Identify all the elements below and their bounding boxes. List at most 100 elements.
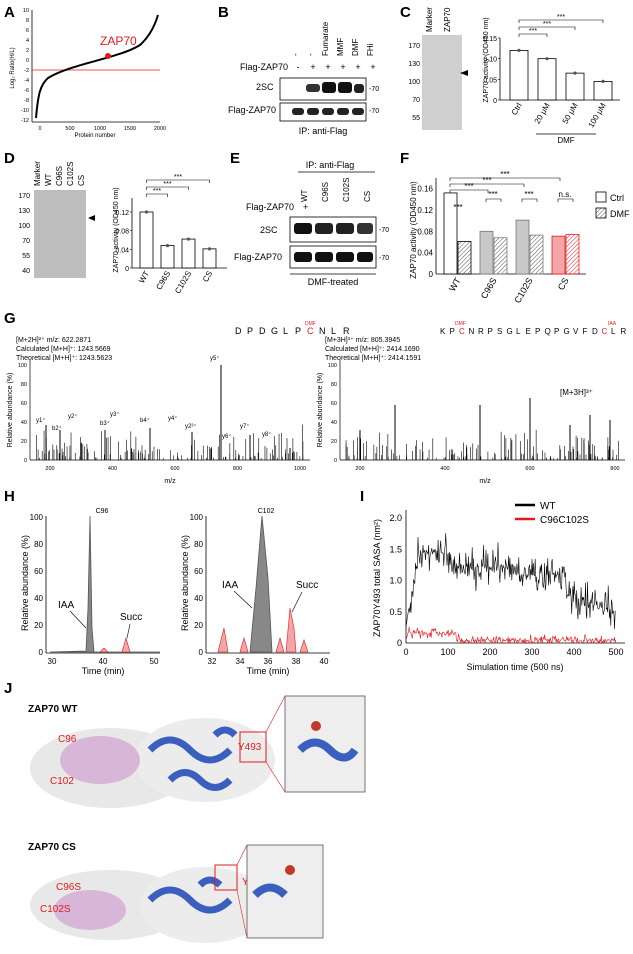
- category-label: CS: [556, 276, 571, 292]
- sequence-residue: C: [602, 327, 608, 336]
- lane-sign: +: [325, 62, 330, 72]
- sig-bracket: [521, 198, 538, 202]
- sequence-residue: D: [259, 326, 266, 336]
- bar-ctrl: [551, 235, 566, 275]
- panel-e-flag-row: Flag-ZAP70: [246, 202, 294, 212]
- ytick-label: 0: [24, 458, 27, 464]
- ytick-label: 2.0: [389, 513, 402, 523]
- ytick-label: 0.12: [115, 210, 129, 217]
- ytick-label: 0.08: [417, 227, 433, 236]
- bar-dmf: [493, 237, 508, 275]
- svg-text:Simulation time (500 ns): Simulation time (500 ns): [466, 662, 563, 672]
- svg-text:+: +: [303, 202, 308, 212]
- svg-text:-70: -70: [369, 86, 379, 93]
- ytick-label: 0.5: [389, 607, 402, 617]
- svg-text:C96: C96: [96, 508, 109, 515]
- data-point: [517, 48, 521, 53]
- ytick-label: 100: [30, 513, 44, 522]
- bar: [509, 50, 529, 101]
- lane-sign: +: [355, 62, 360, 72]
- peak-label: y4⁺: [168, 415, 178, 422]
- panel-e-footer: DMF-treated: [308, 277, 359, 287]
- panel-h: C96 0 20 40 60 80 100 30 40 50 IAA Succ Relative…: [0, 488, 360, 678]
- svg-text:Succ: Succ: [120, 612, 142, 623]
- xtick-label: 50: [150, 657, 159, 666]
- lane-sign: +: [340, 62, 345, 72]
- zap70-point: [105, 53, 111, 59]
- ytick-label: 10: [23, 8, 29, 14]
- lane-sign: +: [370, 62, 375, 72]
- xtick-label: 0: [403, 647, 408, 657]
- ytick-label: 0: [429, 270, 434, 279]
- svg-text:IAA: IAA: [58, 600, 74, 611]
- ytick-label: -8: [24, 98, 29, 104]
- sequence-residue: L: [516, 327, 521, 336]
- sig-bracket: [146, 193, 168, 197]
- ytick-label: 40: [331, 420, 337, 426]
- data-point: [601, 79, 605, 83]
- panel-label-g: G: [4, 310, 16, 327]
- panel-b-ip: IP: anti-Flag: [299, 126, 348, 136]
- data-point: [545, 57, 549, 61]
- category-label: C102S: [173, 270, 193, 296]
- gel-label: C102S: [66, 162, 75, 186]
- lane-sign: -: [297, 62, 300, 72]
- peak-label: b4⁺: [140, 417, 150, 424]
- sig-bracket: [449, 183, 525, 187]
- sig-bracket: [518, 19, 604, 23]
- ytick-label: 0.05: [483, 77, 497, 84]
- gel-label: ZAP70: [443, 7, 452, 32]
- xtick-label: 200: [355, 466, 364, 472]
- sequence-residue: N: [319, 326, 326, 336]
- sequence-residue: R: [478, 327, 484, 336]
- bar: [593, 81, 613, 101]
- ytick-label: 0.08: [115, 229, 129, 236]
- sequence-residue: P: [450, 327, 455, 336]
- ytick-label: 60: [331, 401, 337, 407]
- sequence-residue: G: [271, 326, 278, 336]
- sig-label: ***: [543, 21, 551, 28]
- panel-a: ZAP70 10 8 6 4 2 0 -2 -4 -6 -8 -10 -12 0 500 1000 1500…: [0, 0, 215, 145]
- peak-label: y1⁺: [36, 417, 46, 424]
- gel-label: Marker: [33, 161, 42, 186]
- svg-text:[M+3H]³⁺ m/z: 805.3945: [M+3H]³⁺ m/z: 805.3945: [325, 337, 400, 344]
- peak-label: y2⁺: [68, 413, 78, 420]
- data-point: [165, 244, 170, 248]
- xtick-label: 600: [525, 466, 534, 472]
- bar: [565, 72, 585, 101]
- sequence-residue: Q: [545, 327, 551, 336]
- precursor-label: [M+3H]³⁺: [560, 388, 593, 397]
- svg-text:Calculated [M+H]⁺: 1243.5669: Calculated [M+H]⁺: 1243.5669: [16, 346, 111, 353]
- ytick-label: 8: [26, 18, 29, 24]
- bar: [202, 248, 217, 269]
- lane-label: -: [306, 53, 315, 56]
- sig-label: ***: [500, 170, 509, 179]
- lane-label: CS: [363, 191, 372, 202]
- svg-text:ZAP70Y493 total SASA (nm²): ZAP70Y493 total SASA (nm²): [372, 519, 382, 637]
- sig-label: ***: [174, 174, 182, 181]
- panel-b-flag-row: Flag-ZAP70: [240, 62, 288, 72]
- xtick-label: 30: [48, 657, 57, 666]
- ytick-label: 40: [21, 420, 27, 426]
- sig-label: ***: [488, 190, 497, 199]
- svg-text:Relative abundance (%): Relative abundance (%): [7, 373, 14, 448]
- ytick-label: 6: [26, 28, 29, 34]
- ytick-label: 20: [21, 439, 27, 445]
- panel-label-f: F: [400, 150, 410, 167]
- xtick-label: 1000: [94, 126, 106, 132]
- ytick-label: 0: [397, 638, 402, 648]
- svg-text:IAA: IAA: [222, 580, 238, 591]
- lane-label: -: [291, 53, 300, 56]
- category-label: WT: [137, 269, 151, 284]
- mutant-trace: [405, 626, 617, 645]
- panel-j: ZAP70 WT C96 C102 Y493 ZAP70 CS C96S C10…: [0, 680, 633, 954]
- ytick-label: 100: [328, 363, 337, 369]
- svg-text:Time (min): Time (min): [82, 666, 125, 676]
- bar: [139, 211, 154, 269]
- panel-b-blot2-label: Flag-ZAP70: [228, 105, 276, 115]
- ytick-label: -6: [24, 88, 29, 94]
- sequence-residue: D: [235, 326, 242, 336]
- ytick-label: 20: [194, 621, 203, 630]
- sequence-residue: P: [247, 326, 253, 336]
- mw-label: 55: [412, 115, 420, 122]
